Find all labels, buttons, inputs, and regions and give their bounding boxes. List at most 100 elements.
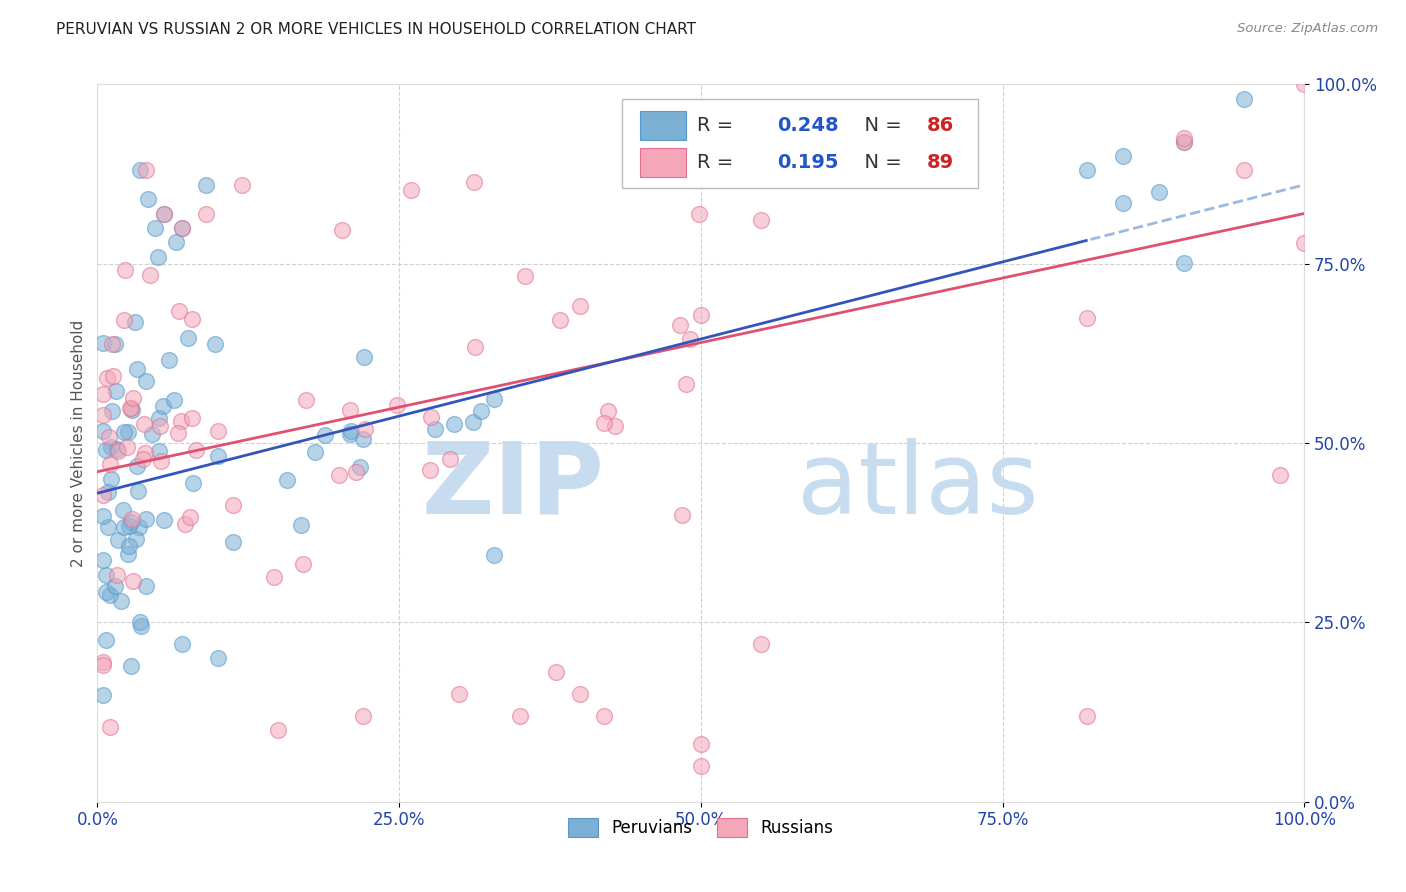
Point: [603, 419, 626, 434]
Point: [513, 268, 536, 283]
Point: [439, 451, 461, 466]
Point: [107, 533, 129, 547]
Point: [128, 520, 150, 534]
Point: [387, 398, 409, 412]
Point: [96, 442, 118, 457]
Point: [127, 361, 149, 376]
Point: [94, 632, 117, 647]
Point: [598, 403, 620, 417]
FancyBboxPatch shape: [623, 99, 979, 188]
Point: [314, 427, 336, 442]
Point: [114, 263, 136, 277]
Point: [93, 408, 115, 422]
Point: [1268, 467, 1291, 482]
Point: [179, 510, 201, 524]
Point: [152, 206, 174, 220]
Point: [93, 688, 115, 702]
Point: [354, 422, 377, 436]
Point: [107, 444, 129, 458]
Point: [330, 223, 353, 237]
Text: N =: N =: [852, 116, 908, 135]
Point: [100, 472, 122, 486]
Point: [129, 619, 152, 633]
Point: [98, 430, 121, 444]
Point: [121, 512, 143, 526]
Point: [344, 465, 367, 479]
Point: [464, 340, 486, 354]
Point: [112, 520, 135, 534]
Point: [121, 403, 143, 417]
Point: [96, 584, 118, 599]
Point: [304, 445, 326, 459]
Point: [112, 312, 135, 326]
Point: [463, 175, 485, 189]
Text: R =: R =: [697, 153, 740, 172]
Point: [1112, 196, 1135, 211]
Point: [149, 454, 172, 468]
Point: [138, 268, 160, 283]
FancyBboxPatch shape: [641, 148, 686, 177]
Point: [544, 665, 567, 680]
Point: [339, 403, 361, 417]
Point: [340, 425, 363, 439]
Point: [749, 212, 772, 227]
Point: [93, 386, 115, 401]
Point: [1173, 256, 1195, 270]
Point: [112, 425, 135, 439]
Point: [443, 417, 465, 431]
Text: 0.248: 0.248: [778, 116, 838, 135]
Point: [98, 457, 121, 471]
Point: [482, 548, 505, 562]
Point: [125, 532, 148, 546]
Point: [290, 518, 312, 533]
Point: [170, 220, 193, 235]
Point: [97, 485, 120, 500]
Point: [482, 392, 505, 406]
Point: [101, 404, 124, 418]
Point: [1233, 92, 1256, 106]
Point: [1112, 149, 1135, 163]
Point: [132, 452, 155, 467]
Point: [124, 315, 146, 329]
Point: [167, 425, 190, 440]
Text: N =: N =: [852, 153, 908, 172]
Legend: Peruvians, Russians: Peruvians, Russians: [561, 811, 841, 844]
Point: [148, 410, 170, 425]
Point: [276, 473, 298, 487]
Point: [1173, 135, 1195, 149]
Point: [1076, 163, 1098, 178]
Point: [122, 574, 145, 588]
Text: PERUVIAN VS RUSSIAN 2 OR MORE VEHICLES IN HOUSEHOLD CORRELATION CHART: PERUVIAN VS RUSSIAN 2 OR MORE VEHICLES I…: [56, 22, 696, 37]
Point: [349, 460, 371, 475]
Point: [170, 414, 193, 428]
Point: [1173, 131, 1195, 145]
Point: [127, 483, 149, 498]
Text: atlas: atlas: [797, 438, 1039, 534]
Point: [100, 720, 122, 734]
Point: [96, 371, 118, 385]
Point: [93, 508, 115, 523]
Point: [181, 475, 204, 490]
Text: ZIP: ZIP: [422, 438, 605, 534]
Point: [689, 737, 711, 751]
Point: [1294, 78, 1316, 92]
Point: [194, 178, 217, 192]
Point: [548, 313, 571, 327]
Point: [93, 658, 115, 673]
Point: [352, 432, 374, 446]
Point: [194, 206, 217, 220]
Point: [1076, 311, 1098, 326]
Point: [181, 411, 204, 425]
Text: 0.195: 0.195: [778, 153, 838, 172]
Point: [167, 304, 190, 318]
Point: [100, 440, 122, 454]
Point: [120, 401, 142, 416]
Point: [170, 220, 193, 235]
Text: Source: ZipAtlas.com: Source: ZipAtlas.com: [1237, 22, 1378, 36]
Point: [93, 336, 115, 351]
Point: [420, 409, 443, 424]
Point: [93, 655, 115, 669]
Point: [399, 183, 422, 197]
FancyBboxPatch shape: [641, 111, 686, 140]
Point: [689, 758, 711, 772]
